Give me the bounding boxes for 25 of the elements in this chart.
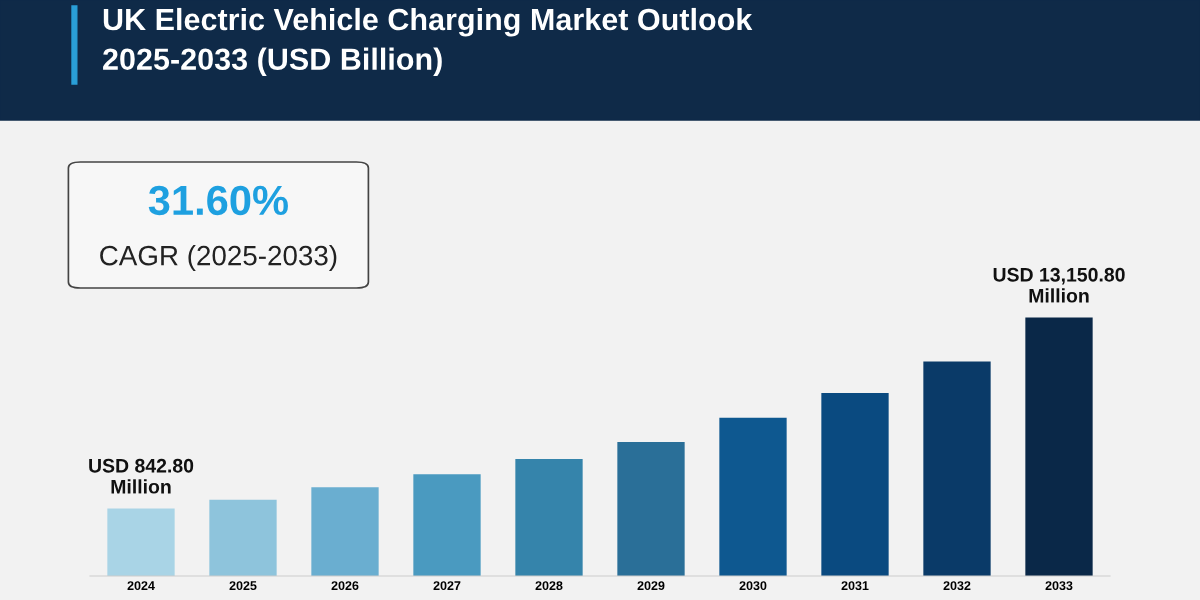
bar — [821, 393, 889, 576]
chart-title: UK Electric Vehicle Charging Market Outlook 2025-2033 (USD Billion) — [103, 7, 753, 77]
annotation: USD 842.80 Million — [89, 458, 194, 494]
x-tick-label: 2033 — [1045, 581, 1073, 591]
text: 31.60% — [148, 185, 288, 216]
bar — [209, 499, 277, 576]
bar — [923, 361, 991, 576]
bar — [413, 474, 481, 576]
x-tick-label: 2029 — [637, 581, 665, 591]
bar — [107, 508, 175, 576]
bar — [617, 442, 685, 576]
x-tick-label: 2027 — [433, 581, 461, 591]
bar — [719, 417, 787, 576]
x-tick-label: 2026 — [331, 581, 359, 591]
x-tick-label: 2024 — [127, 581, 155, 591]
bar — [311, 487, 379, 576]
text: CAGR (2025-2033) — [100, 245, 337, 271]
x-tick-label: 2028 — [535, 581, 563, 591]
text: USD 13,150.80 Million — [993, 267, 1125, 303]
x-tick-label: 2025 — [229, 581, 257, 591]
bar — [1025, 317, 1093, 576]
x-tick-label: 2030 — [739, 581, 767, 591]
x-tick-label: 2032 — [943, 581, 971, 591]
x-tick-label: 2031 — [841, 581, 869, 591]
bar — [515, 458, 583, 576]
